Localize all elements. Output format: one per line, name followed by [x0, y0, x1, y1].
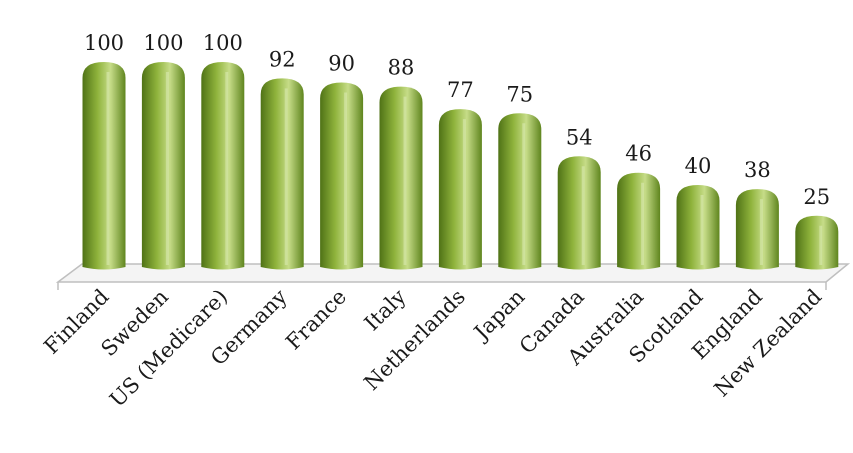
- data-label: 90: [328, 52, 355, 76]
- x-tick-label: New Zealand: [710, 285, 827, 402]
- bar-italy: [379, 86, 423, 270]
- x-tick-label: Italy: [360, 284, 411, 335]
- data-label: 38: [744, 158, 771, 182]
- bars-group: [82, 62, 839, 270]
- bar-germany: [260, 78, 304, 270]
- bar-netherlands: [438, 109, 482, 270]
- data-label: 40: [685, 154, 712, 178]
- bar-japan: [498, 113, 542, 270]
- bar-australia: [617, 172, 661, 270]
- data-label: 100: [203, 31, 243, 55]
- bar-scotland: [676, 185, 720, 270]
- data-label: 100: [84, 31, 124, 55]
- x-tick-label: France: [281, 285, 351, 355]
- data-label: 46: [625, 142, 652, 166]
- data-label: 25: [803, 185, 830, 209]
- bar-sweden: [141, 62, 185, 270]
- bar-england: [735, 189, 779, 270]
- bar-new-zealand: [795, 215, 839, 270]
- data-label: 100: [143, 31, 183, 55]
- data-label: 88: [388, 56, 415, 80]
- bar-finland: [82, 62, 126, 270]
- data-label: 77: [447, 78, 474, 102]
- bar-france: [320, 82, 364, 270]
- bar-us-medicare: [201, 62, 245, 270]
- data-label: 75: [506, 82, 533, 106]
- data-labels-group: 100 100 100 92 90 88 77 75 54 46 40 38 25: [84, 31, 830, 209]
- data-label: 54: [566, 125, 593, 149]
- data-label: 92: [269, 47, 296, 71]
- bar-canada: [557, 156, 601, 270]
